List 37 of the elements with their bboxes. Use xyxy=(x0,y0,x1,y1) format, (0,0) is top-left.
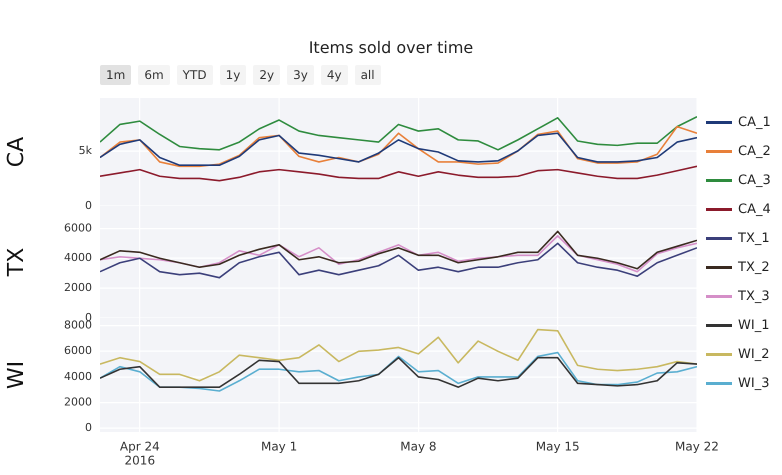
y-tick-label: 4000 xyxy=(64,251,92,264)
y-tick-label: 5k xyxy=(78,144,93,157)
legend-label: WI_2 xyxy=(738,347,770,362)
y-tick-label: 0 xyxy=(85,421,92,434)
text: 1m xyxy=(100,65,132,85)
chart-title: Items sold over time xyxy=(308,38,474,57)
y-tick-label: 6000 xyxy=(64,221,92,234)
text: 6m xyxy=(138,65,170,85)
text: 3y xyxy=(287,65,314,85)
text: YTD xyxy=(176,65,213,85)
x-tick-label: May 15 xyxy=(536,439,580,454)
legend-label: TX_1 xyxy=(738,231,770,246)
legend-label: WI_1 xyxy=(738,318,770,333)
y-tick-label: 2000 xyxy=(64,395,92,408)
x-tick-label: May 8 xyxy=(400,439,437,454)
y-axis-title: WI xyxy=(4,360,29,390)
y-axis-title: TX xyxy=(4,248,29,278)
legend-label: CA_4 xyxy=(738,202,771,217)
legend-label: TX_3 xyxy=(738,289,770,304)
y-tick-label: 8000 xyxy=(64,318,92,332)
x-tick-label: May 22 xyxy=(675,439,719,454)
text: all xyxy=(354,65,381,85)
x-tick-label: May 1 xyxy=(260,439,298,454)
y-tick-label: 0 xyxy=(85,198,92,212)
y-tick-label: 4000 xyxy=(64,370,92,383)
legend-label: WI_3 xyxy=(738,376,770,391)
text: 4y xyxy=(320,65,348,85)
y-axis-title: CA xyxy=(4,136,29,168)
legend-label: TX_2 xyxy=(738,260,770,275)
legend-label: CA_2 xyxy=(738,144,771,159)
x-tick-label: Apr 24 2016 xyxy=(120,439,160,468)
legend-label: CA_3 xyxy=(738,173,771,188)
text: 1y xyxy=(220,65,246,85)
text: 2y xyxy=(253,65,280,85)
y-tick-label: 6000 xyxy=(64,344,92,358)
legend-label: CA_1 xyxy=(738,115,771,130)
y-tick-label: 2000 xyxy=(64,280,92,294)
